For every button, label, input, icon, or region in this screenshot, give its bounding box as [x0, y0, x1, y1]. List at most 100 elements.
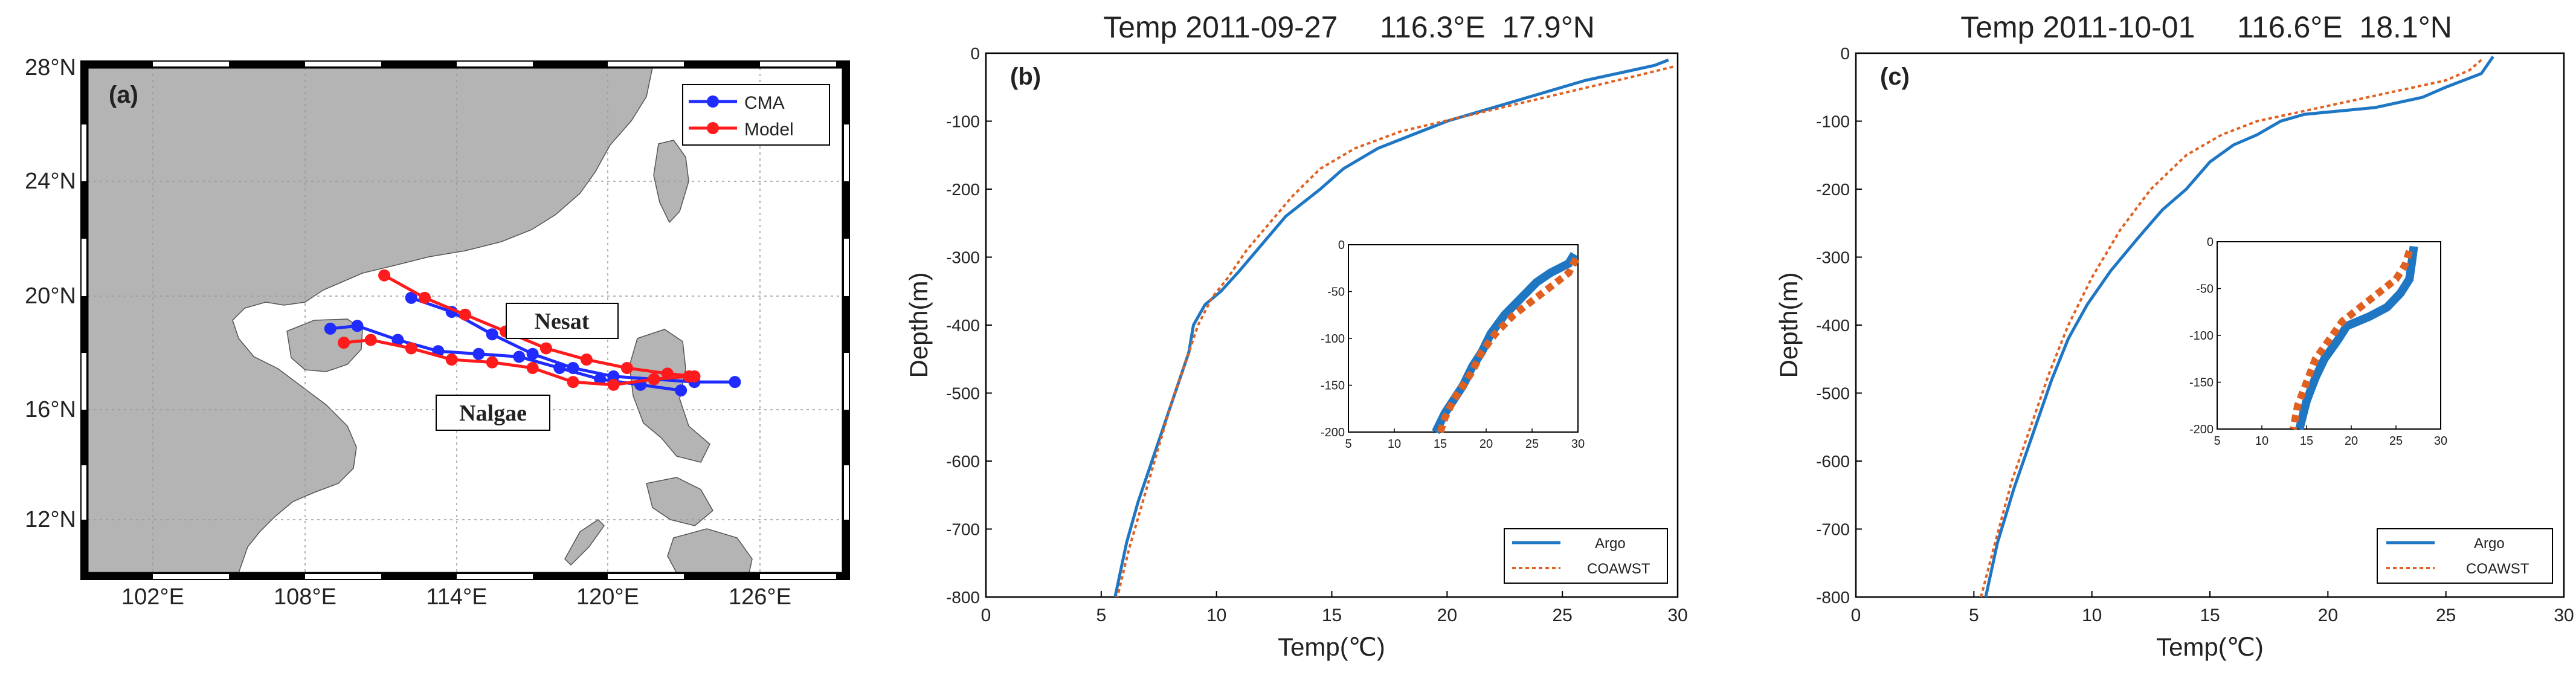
track-cma-nalgae — [330, 324, 681, 392]
track-point — [648, 373, 660, 386]
svg-text:16°N: 16°N — [25, 397, 76, 422]
inset-x-tick-label: 5 — [1345, 437, 1351, 451]
panel-b-legend-coawst: COAWST — [1587, 561, 1650, 577]
x-tick-label: 30 — [1667, 605, 1687, 625]
panel-c-axes — [1855, 52, 2565, 598]
inset-x-tick-label: 10 — [2255, 434, 2268, 448]
taiwan-island — [653, 140, 689, 224]
panel-c-xlabel: Temp(℃) — [2156, 633, 2264, 661]
panel-c-title: Temp 2011-10-01 116.6°E 18.1°N — [1960, 10, 2452, 44]
inset-series-line-coawst — [2289, 250, 2413, 430]
palawan-island — [564, 519, 605, 566]
hainan-island — [286, 318, 363, 372]
inset-x-tick-label: 15 — [1434, 437, 1447, 451]
nalgae-annotation: Nalgae — [436, 395, 550, 431]
track-point — [472, 347, 485, 360]
legend-model: Model — [744, 120, 794, 140]
y-tick-label: -200 — [1816, 180, 1850, 199]
inset-y-tick-label: -200 — [1321, 426, 1345, 439]
track-point — [580, 354, 593, 366]
x-tick-label: 10 — [1206, 605, 1226, 625]
y-tick-label: -200 — [946, 180, 980, 199]
y-tick-label: -700 — [946, 520, 980, 539]
mainland-landmass — [88, 68, 653, 573]
svg-text:Nesat: Nesat — [535, 309, 590, 334]
y-tick-label: -100 — [1816, 112, 1850, 131]
panel-b-profile: Temp 2011-09-27 116.3°E 17.9°N (b) 0 -100… — [904, 10, 1688, 661]
panel-label-a: (a) — [109, 82, 138, 108]
x-tick-label: 20 — [2318, 605, 2338, 625]
x-tick-label: 0 — [981, 605, 991, 625]
track-point — [729, 376, 741, 389]
inset-x-tick-label: 5 — [2214, 434, 2220, 448]
panel-b-inset-x-ticks: 5 10 15 20 25 30 — [1345, 428, 1585, 451]
svg-text:114°E: 114°E — [426, 584, 487, 610]
map-x-ticks: 102°E 108°E 114°E 120°E 126°E — [121, 584, 791, 610]
panel-b-legend: Argo COAWST — [1504, 528, 1668, 584]
inset-x-tick-label: 20 — [2345, 434, 2358, 448]
inset-y-tick-label: -100 — [2189, 329, 2214, 343]
panel-c-legend-argo: Argo — [2474, 535, 2505, 552]
inset-x-tick-label: 15 — [2300, 434, 2313, 448]
track-point — [526, 347, 539, 360]
x-tick-label: 30 — [2554, 605, 2574, 625]
y-tick-label: -800 — [946, 588, 980, 607]
panel-c-y-ticks: 0 -100 -200 -300 -400 -500 -600 -700 -800 — [1816, 44, 1862, 607]
y-tick-label: -100 — [946, 112, 980, 131]
x-tick-label: 0 — [1851, 605, 1861, 625]
track-point — [486, 356, 498, 369]
y-tick-label: -300 — [1816, 248, 1850, 267]
x-tick-label: 5 — [1969, 605, 1979, 625]
track-point — [607, 378, 620, 391]
panel-label-c: (c) — [1880, 63, 1910, 90]
luzon-island — [629, 329, 710, 463]
y-tick-label: -500 — [946, 384, 980, 403]
panel-b-title: Temp 2011-09-27 116.3°E 17.9°N — [1103, 10, 1595, 44]
inset-y-tick-label: 0 — [2207, 236, 2214, 249]
track-point — [675, 384, 687, 397]
inset-y-tick-label: 0 — [1338, 239, 1345, 252]
mindanao-island — [667, 528, 753, 573]
svg-text:126°E: 126°E — [729, 584, 791, 610]
track-point — [419, 291, 431, 304]
y-tick-label: 0 — [970, 44, 980, 63]
inset-y-tick-label: -200 — [2189, 423, 2214, 436]
track-point — [567, 376, 579, 389]
panel-a-map: (a) CMA Model Nesat Nalgae 28°N 24°N 20°… — [25, 55, 850, 610]
inset-x-tick-label: 10 — [1388, 437, 1401, 451]
inset-x-tick-label: 30 — [2434, 434, 2447, 448]
svg-text:12°N: 12°N — [25, 507, 76, 532]
track-point — [445, 354, 458, 366]
track-point — [486, 328, 498, 341]
x-tick-label: 15 — [1322, 605, 1342, 625]
x-tick-label: 25 — [1552, 605, 1572, 625]
panel-c-lines — [1980, 56, 2494, 598]
inset-y-tick-label: -100 — [1321, 332, 1345, 346]
y-tick-label: -500 — [1816, 384, 1850, 403]
track-point — [338, 337, 350, 349]
x-tick-label: 10 — [2082, 605, 2102, 625]
inset-series-line-argo — [2295, 245, 2418, 430]
map-y-ticks: 28°N 24°N 20°N 16°N 12°N — [25, 55, 76, 532]
track-point — [526, 361, 539, 374]
inset-y-tick-label: -50 — [1327, 286, 1345, 299]
panel-c-inset-y-ticks: 0 -50 -100 -150 -200 — [2189, 236, 2221, 436]
y-tick-label: 0 — [1840, 44, 1850, 63]
nesat-annotation: Nesat — [506, 303, 619, 339]
series-line-argo — [1984, 56, 2494, 598]
svg-text:102°E: 102°E — [121, 584, 184, 610]
x-tick-label: 25 — [2436, 605, 2456, 625]
panel-b-inset-lines — [1432, 251, 1580, 434]
svg-text:28°N: 28°N — [25, 55, 76, 80]
map-checker-border — [80, 60, 850, 580]
map-tracks — [324, 269, 741, 397]
panel-b-x-ticks: 0 5 10 15 20 25 30 — [981, 591, 1688, 625]
y-tick-label: -600 — [946, 452, 980, 471]
panel-b-legend-argo: Argo — [1595, 535, 1626, 552]
visayas-islands — [646, 477, 713, 526]
series-line-coawst — [1116, 65, 1673, 598]
inset-y-tick-label: -50 — [2196, 283, 2214, 296]
track-point — [391, 334, 404, 346]
inset-x-tick-label: 20 — [1480, 437, 1493, 451]
